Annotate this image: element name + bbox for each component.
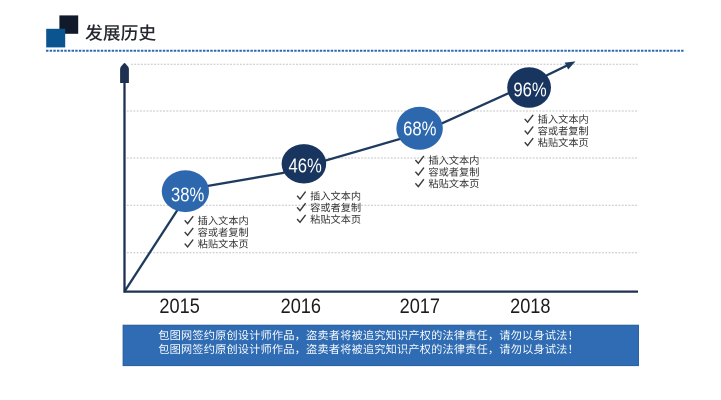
svg-text:38%: 38% <box>171 183 204 206</box>
svg-text:2015: 2015 <box>159 295 199 319</box>
svg-text:96%: 96% <box>513 78 546 101</box>
svg-text:2016: 2016 <box>281 295 321 319</box>
svg-text:2017: 2017 <box>400 295 440 319</box>
svg-text:46%: 46% <box>289 154 322 177</box>
svg-text:68%: 68% <box>403 117 436 140</box>
svg-text:2018: 2018 <box>510 295 550 319</box>
